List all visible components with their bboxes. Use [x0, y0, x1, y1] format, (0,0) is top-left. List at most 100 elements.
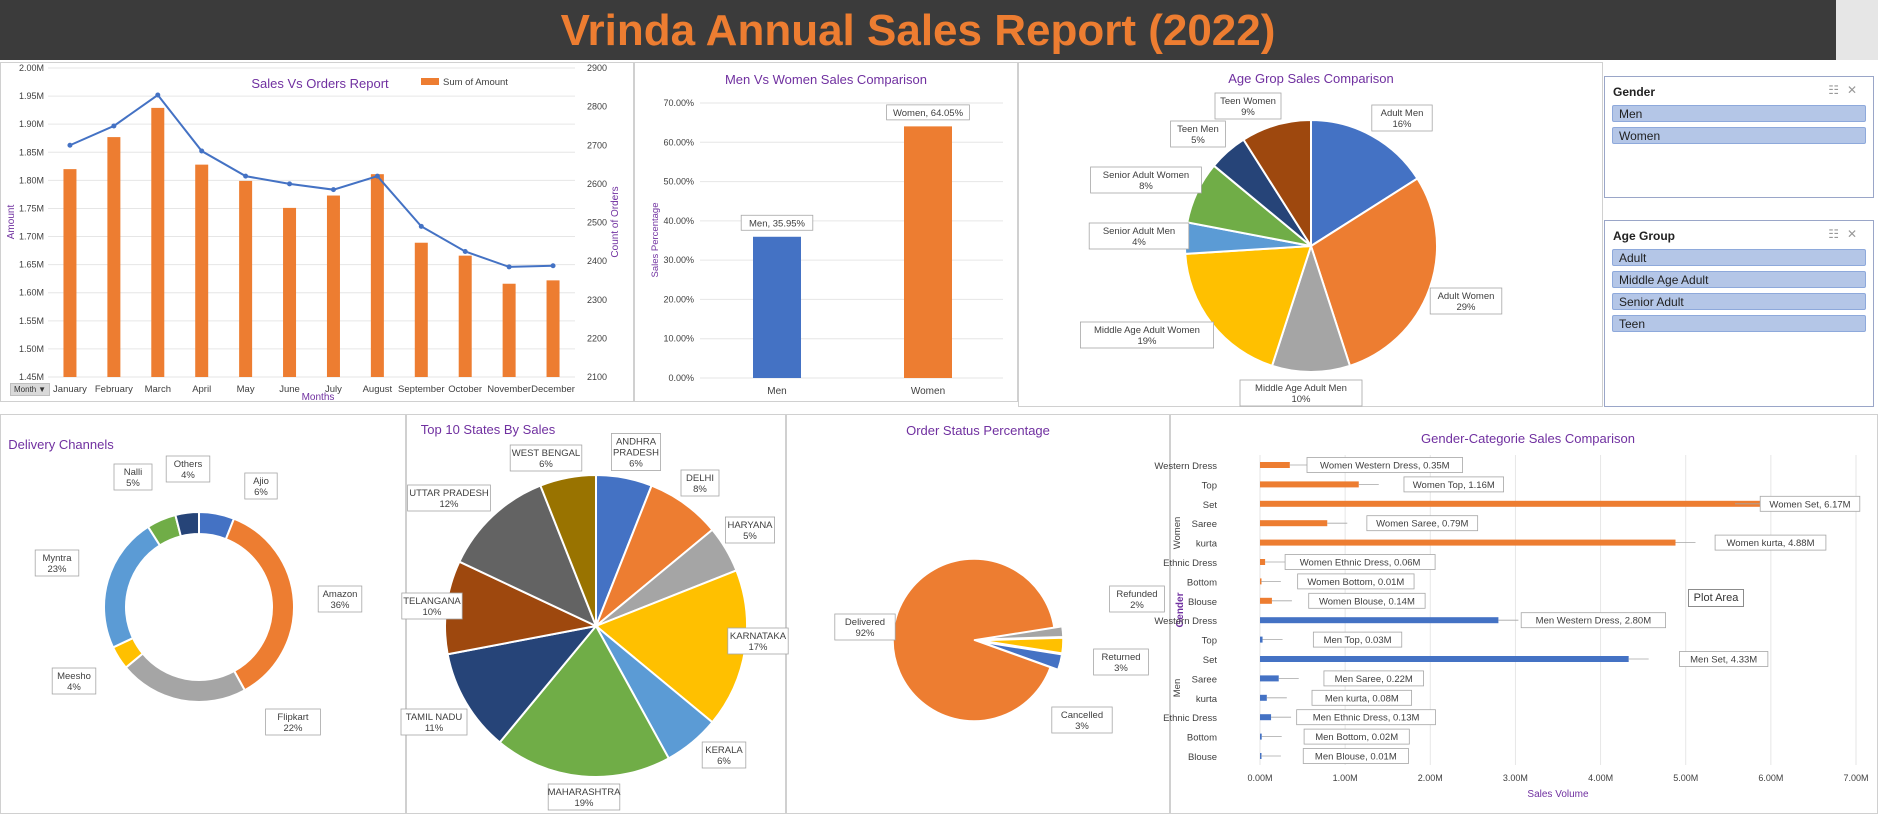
- age-label-teen-women: Teen Women: [1220, 96, 1276, 107]
- order-slice-returned: [981, 637, 1064, 655]
- age-label-senior-adult-women: 8%: [1139, 181, 1153, 192]
- delivery-label-meesho: Meesho: [57, 671, 91, 682]
- plot-area-tooltip-text: Plot Area: [1693, 592, 1739, 604]
- delivery-title: Delivery Channels: [8, 437, 114, 452]
- delivery-label-amazon: 36%: [330, 600, 350, 611]
- data-label-men-box: [740, 214, 814, 231]
- order-label-refunded: 2%: [1130, 600, 1144, 611]
- delivery-label-others-box: [165, 455, 211, 483]
- month-filter-button[interactable]: Month ▼: [10, 383, 50, 396]
- bar-data-label: Men Western Dress, 2.80M: [1536, 616, 1652, 627]
- bar-women-kurta: [1260, 539, 1676, 546]
- state-label-maharashtra: 19%: [574, 798, 594, 809]
- slicer-multiselect-icon[interactable]: ☷✕: [1828, 83, 1865, 97]
- bar-data-label-box: [1296, 709, 1436, 726]
- delivery-label-meesho-box: [51, 667, 97, 695]
- x-tick-label: 4.00M: [1588, 773, 1613, 783]
- category-label: Bottom: [1187, 577, 1217, 588]
- state-label-kerala-box: [701, 741, 747, 769]
- y-tick-label: 1.70M: [19, 232, 44, 242]
- sales-vs-orders-panel[interactable]: [0, 62, 634, 402]
- delivery-slice-amazon: [224, 517, 295, 692]
- state-label-delhi-box: [680, 469, 720, 497]
- delivery-label-nalli: 5%: [126, 478, 140, 489]
- age-label-senior-adult-men: 4%: [1132, 237, 1146, 248]
- slicer-clear-filter-icon[interactable]: ☷✕: [1828, 227, 1865, 241]
- bar-data-label: Men Bottom, 0.02M: [1315, 732, 1398, 743]
- bar-women-blouse: [1260, 597, 1272, 604]
- orders-point: [374, 173, 380, 179]
- bar-men-bottom: [1260, 733, 1262, 740]
- age-label-teen-men: 5%: [1191, 135, 1205, 146]
- age-label-senior-adult-men-box: [1088, 222, 1190, 250]
- bar-january: [63, 169, 77, 377]
- bar-data-label-box: [1297, 573, 1415, 590]
- age-slicer-item-senior-adult[interactable]: Senior Adult: [1612, 293, 1866, 310]
- orders-point: [111, 123, 117, 129]
- bar-data-label: Women Western Dress, 0.35M: [1320, 461, 1450, 472]
- report-header: [0, 0, 1836, 60]
- state-label-west-bengal: 6%: [539, 459, 553, 470]
- bar-data-label: Women Top, 1.16M: [1413, 480, 1495, 491]
- order-label-returned: Returned: [1101, 652, 1140, 663]
- gender-slicer: Gender ☷✕ Men Women: [1604, 76, 1874, 198]
- bar-men-blouse: [1260, 753, 1262, 759]
- bar-october: [458, 255, 472, 377]
- men-women-title: Men Vs Women Sales Comparison: [725, 72, 927, 87]
- bar-data-label-box: [1403, 476, 1504, 493]
- age-slicer-item-middle-age-adult[interactable]: Middle Age Adult: [1612, 271, 1866, 288]
- category-label: Ethnic Dress: [1163, 713, 1217, 724]
- x-tick-label: 2.00M: [1418, 773, 1443, 783]
- age-group-slicer: Age Group ☷✕ Adult Middle Age Adult Seni…: [1604, 220, 1874, 407]
- bar-data-label-box: [1302, 748, 1409, 764]
- bar-data-label: Women Bottom, 0.01M: [1307, 577, 1404, 588]
- state-label-andhra-pradesh: ANDHRA: [616, 437, 657, 448]
- y-tick-label: 50.00%: [663, 177, 694, 187]
- y-tick-label: 1.65M: [19, 260, 44, 270]
- y-tick-label: 2.00M: [19, 63, 44, 73]
- delivery-label-ajio: Ajio: [253, 476, 269, 487]
- gender-slicer-title: Gender: [1613, 85, 1656, 99]
- x-axis-title: Months: [302, 392, 335, 403]
- gender-slicer-item-women[interactable]: Women: [1612, 127, 1866, 144]
- gender-slicer-item-men[interactable]: Men: [1612, 105, 1866, 122]
- category-label: Blouse: [1188, 752, 1217, 763]
- delivery-label-myntra: 23%: [47, 564, 67, 575]
- bar-men-set: [1260, 656, 1629, 662]
- age-group-slice-adult-women: [1309, 177, 1438, 368]
- delivery-label-nalli: Nalli: [124, 467, 142, 478]
- legend-swatch: [421, 78, 439, 85]
- y-tick-label: 1.60M: [19, 288, 44, 298]
- x-tick-label: 0.00M: [1247, 773, 1272, 783]
- state-label-karnataka: KARNATAKA: [730, 631, 787, 642]
- age-label-teen-men-box: [1170, 120, 1226, 148]
- state-label-uttar-pradesh: UTTAR PRADESH: [409, 488, 489, 499]
- bar-data-label: Women Set, 6.17M: [1769, 499, 1850, 510]
- states-slice-uttar-pradesh: [458, 484, 598, 628]
- y-axis-title: Amount: [6, 205, 17, 240]
- bar-women-saree: [1260, 520, 1328, 527]
- bar-data-label-box: [1679, 651, 1769, 667]
- bar-february: [107, 137, 121, 377]
- bar-data-label-box: [1366, 515, 1479, 532]
- bar-data-label-box: [1303, 728, 1410, 745]
- x-tick-label: Men: [767, 386, 786, 397]
- age-label-senior-adult-men: Senior Adult Men: [1103, 226, 1175, 237]
- bar-women-top: [1260, 481, 1359, 488]
- x-tick-label: September: [398, 384, 444, 395]
- bar-women: [904, 126, 952, 378]
- age-slicer-item-adult[interactable]: Adult: [1612, 249, 1866, 266]
- bar-may: [239, 180, 253, 377]
- y-tick-label: 20.00%: [663, 294, 694, 304]
- bar-data-label: Men Top, 0.03M: [1324, 635, 1392, 646]
- bar-november: [502, 283, 516, 377]
- age-label-teen-men: Teen Men: [1177, 124, 1219, 135]
- state-label-telangana: 10%: [422, 607, 442, 618]
- x-tick-label: November: [487, 384, 531, 395]
- age-slicer-item-teen[interactable]: Teen: [1612, 315, 1866, 332]
- delivery-label-myntra-box: [34, 549, 80, 577]
- bar-men-saree: [1260, 675, 1279, 682]
- delivery-label-ajio: 6%: [254, 487, 268, 498]
- delivery-slice-myntra: [103, 525, 162, 649]
